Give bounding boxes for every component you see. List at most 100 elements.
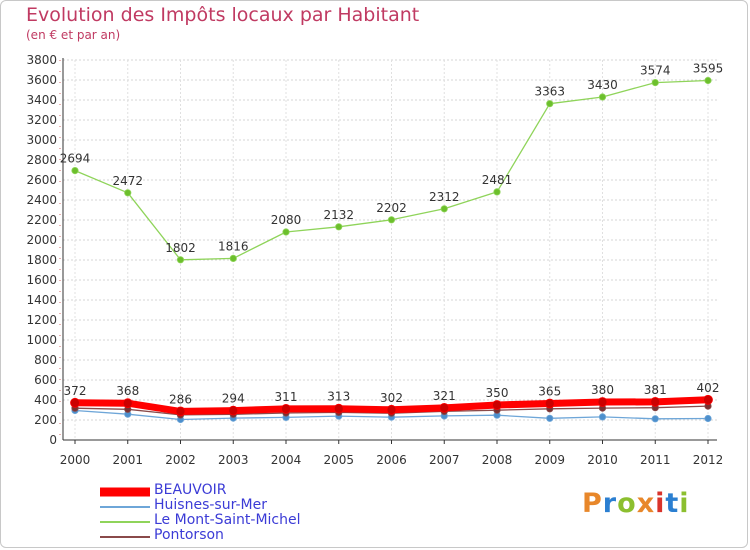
data-point-le-mont-saint-michel (229, 254, 237, 262)
logo-letter: r (602, 488, 618, 519)
data-point-beauvoir (70, 397, 80, 408)
data-label-beauvoir: 350 (486, 386, 509, 400)
logo-letter: t (665, 488, 680, 519)
data-label-beauvoir: 302 (380, 391, 403, 405)
y-tick-label: 1200 (26, 313, 57, 327)
data-label-le-mont-saint-michel: 2202 (376, 201, 407, 215)
x-tick-label: 2003 (218, 453, 249, 467)
data-point-le-mont-saint-michel (176, 256, 185, 264)
data-point-le-mont-saint-michel (124, 189, 132, 197)
x-tick-label: 2004 (271, 453, 302, 467)
x-tick-label: 2009 (534, 453, 565, 467)
data-label-beauvoir: 381 (644, 383, 667, 397)
y-tick-label: 3000 (26, 133, 57, 147)
data-point-huisnes-sur-mer (704, 414, 712, 423)
data-point-beauvoir (281, 403, 291, 414)
data-label-beauvoir: 321 (433, 389, 456, 403)
y-tick-label: 1000 (26, 333, 57, 347)
data-label-le-mont-saint-michel: 2481 (482, 173, 513, 187)
y-tick-label: 0 (49, 433, 57, 447)
y-tick-label: 1800 (26, 253, 57, 267)
data-point-beauvoir (228, 405, 239, 416)
data-label-le-mont-saint-michel: 3595 (693, 62, 724, 76)
data-point-huisnes-sur-mer (651, 415, 659, 423)
x-tick-label: 2008 (482, 453, 513, 467)
x-tick-label: 2000 (60, 453, 91, 467)
data-label-beauvoir: 313 (327, 390, 350, 404)
data-label-le-mont-saint-michel: 1802 (165, 241, 196, 255)
y-tick-label: 200 (34, 413, 57, 427)
data-label-le-mont-saint-michel: 2694 (60, 152, 91, 166)
legend-label: BEAUVOIR (154, 482, 227, 498)
data-label-beauvoir: 286 (169, 392, 192, 406)
data-point-beauvoir (175, 406, 186, 417)
y-tick-label: 2000 (26, 233, 57, 247)
legend-label: Pontorson (154, 527, 224, 543)
data-label-beauvoir: 294 (222, 392, 245, 406)
data-point-huisnes-sur-mer (546, 414, 554, 422)
data-point-le-mont-saint-michel (598, 93, 607, 101)
data-point-le-mont-saint-michel (335, 223, 343, 231)
data-label-beauvoir: 311 (275, 390, 298, 404)
y-tick-label: 2600 (26, 173, 57, 187)
x-tick-label: 2007 (429, 453, 460, 467)
logo-letter: i (655, 488, 666, 519)
legend-swatch (100, 505, 150, 508)
data-point-beauvoir (492, 400, 502, 410)
data-point-beauvoir (650, 396, 661, 407)
y-tick-label: 3200 (26, 113, 57, 127)
data-label-beauvoir: 368 (116, 384, 139, 398)
legend-label: Le Mont-Saint-Michel (154, 512, 301, 528)
y-tick-label: 3800 (26, 53, 57, 67)
data-point-le-mont-saint-michel (387, 216, 396, 224)
data-label-le-mont-saint-michel: 1816 (218, 239, 249, 253)
data-point-le-mont-saint-michel (704, 76, 712, 85)
data-label-le-mont-saint-michel: 2312 (429, 190, 460, 204)
data-point-le-mont-saint-michel (440, 205, 448, 213)
legend-swatch (100, 520, 150, 523)
chart-title: Evolution des Impôts locaux par Habitant (26, 4, 420, 26)
data-label-le-mont-saint-michel: 3430 (587, 78, 618, 92)
legend-swatch (100, 487, 150, 496)
logo-letter: x (636, 488, 656, 519)
x-tick-label: 2005 (323, 453, 354, 467)
data-point-huisnes-sur-mer (598, 413, 607, 421)
data-label-le-mont-saint-michel: 2472 (112, 174, 143, 188)
data-point-beauvoir (122, 398, 133, 409)
y-tick-label: 600 (34, 373, 57, 387)
proxiti-logo: Proxiti (582, 488, 690, 519)
data-point-le-mont-saint-michel (282, 228, 290, 236)
legend-label: Huisnes-sur-Mer (154, 497, 267, 513)
data-label-le-mont-saint-michel: 2080 (271, 213, 302, 227)
x-tick-label: 2010 (587, 453, 618, 467)
data-point-le-mont-saint-michel (71, 167, 79, 175)
y-tick-label: 1400 (26, 293, 57, 307)
data-point-beauvoir (544, 398, 555, 409)
x-tick-label: 2006 (376, 453, 407, 467)
data-label-beauvoir: 365 (538, 385, 561, 399)
data-point-beauvoir (439, 402, 450, 413)
y-tick-label: 1600 (26, 273, 57, 287)
y-tick-label: 2800 (26, 153, 57, 167)
data-point-le-mont-saint-michel (651, 79, 659, 87)
data-label-beauvoir: 372 (64, 384, 87, 398)
y-tick-label: 800 (34, 353, 57, 367)
x-tick-label: 2011 (640, 453, 671, 467)
x-tick-label: 2012 (693, 453, 724, 467)
data-point-beauvoir (386, 404, 397, 415)
x-tick-label: 2002 (165, 453, 196, 467)
data-point-le-mont-saint-michel (493, 188, 501, 196)
logo-letter: i (679, 488, 690, 519)
data-point-beauvoir (333, 403, 344, 414)
x-tick-label: 2001 (112, 453, 143, 467)
data-point-le-mont-saint-michel (546, 100, 554, 108)
data-label-le-mont-saint-michel: 3363 (534, 85, 565, 99)
y-tick-label: 3600 (26, 73, 57, 87)
y-tick-label: 400 (34, 393, 57, 407)
y-tick-label: 2200 (26, 213, 57, 227)
data-label-le-mont-saint-michel: 3574 (640, 64, 671, 78)
data-point-beauvoir (597, 397, 608, 407)
data-label-beauvoir: 402 (697, 381, 720, 395)
logo-letter: P (582, 488, 603, 519)
